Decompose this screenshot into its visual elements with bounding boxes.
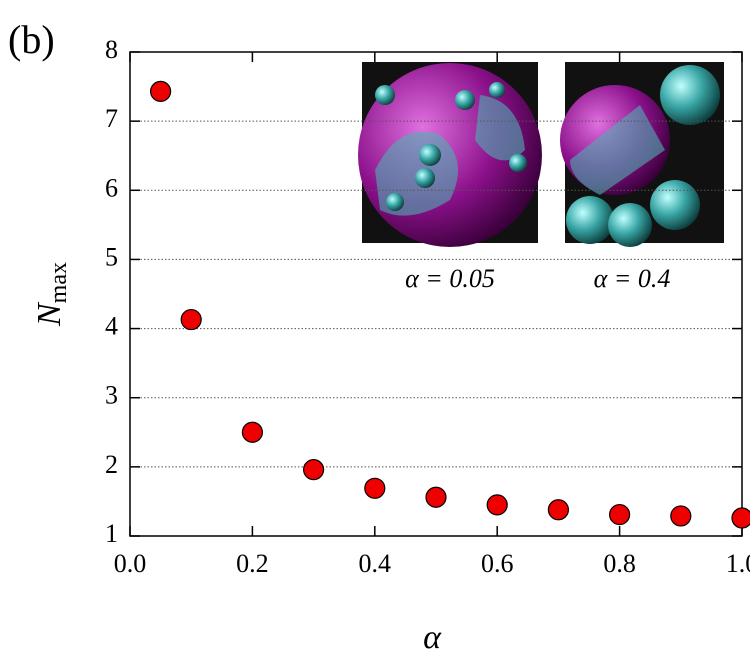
x-tick-label: 1.0 xyxy=(726,549,750,578)
data-point xyxy=(731,507,750,529)
x-tick-label: 0.2 xyxy=(236,549,269,578)
x-axis-label: α xyxy=(423,619,442,656)
y-tick-label: 6 xyxy=(105,173,118,202)
y-axis-label-main: N xyxy=(31,301,68,327)
data-point xyxy=(670,505,692,527)
data-point xyxy=(241,421,263,443)
inset-image xyxy=(358,62,542,247)
y-axis-label-sub: max xyxy=(46,262,72,303)
y-tick-label: 7 xyxy=(105,104,118,133)
plot-frame xyxy=(129,51,743,537)
data-point xyxy=(425,486,447,508)
y-tick-label: 4 xyxy=(105,312,118,341)
x-tick-label: 0.0 xyxy=(114,549,147,578)
data-point xyxy=(180,308,202,331)
data-point xyxy=(150,80,172,103)
y-tick-label: 1 xyxy=(105,519,118,548)
x-tick-label: 0.4 xyxy=(359,549,392,578)
x-tick-label: 0.6 xyxy=(481,549,514,578)
panel-label: (b) xyxy=(8,17,55,62)
inset-image xyxy=(560,62,724,247)
data-point xyxy=(303,459,325,481)
x-tick-label: 0.8 xyxy=(603,549,636,578)
data-point xyxy=(364,477,386,499)
data-point xyxy=(608,503,631,526)
y-tick-label: 3 xyxy=(105,381,118,410)
y-tick-label: 8 xyxy=(105,35,118,64)
data-point xyxy=(486,494,508,516)
y-axis-label: Nmax xyxy=(31,262,72,327)
annotation: α = 0.05 xyxy=(405,264,495,293)
data-point xyxy=(547,499,570,521)
svg-text:Nmax: Nmax xyxy=(31,262,72,327)
y-tick-label: 2 xyxy=(105,450,118,479)
y-tick-label: 5 xyxy=(105,242,118,271)
annotation: α = 0.4 xyxy=(594,264,671,293)
